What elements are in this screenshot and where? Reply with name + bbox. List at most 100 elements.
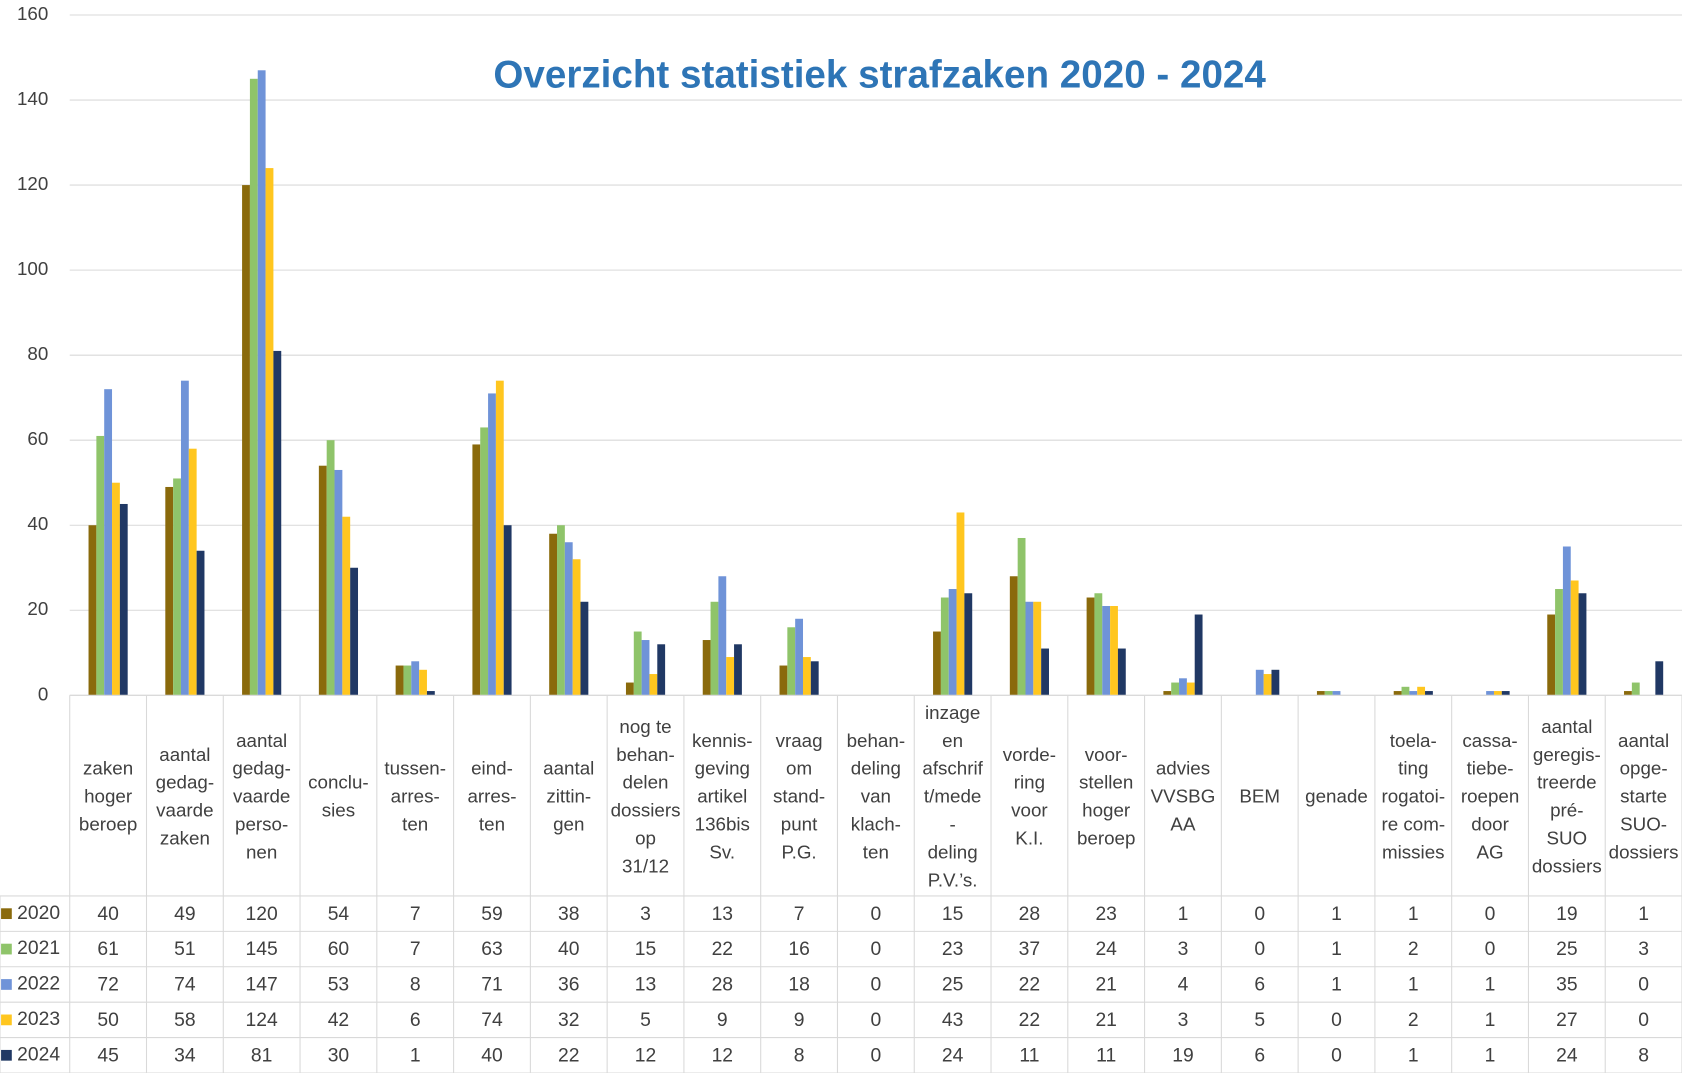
bar (1393, 691, 1402, 696)
category-cell: toela- ting rogatoi- re com- missies (1381, 729, 1445, 862)
table-value: 59 (481, 904, 502, 925)
legend-key (1, 908, 12, 920)
bar (419, 669, 427, 696)
bar (196, 550, 205, 696)
table-value: 0 (870, 1045, 881, 1066)
table-value: 63 (481, 939, 502, 960)
bar (948, 589, 957, 696)
table-value: 34 (174, 1045, 196, 1066)
bar (112, 482, 120, 696)
table-value: 3 (1638, 939, 1649, 960)
table-value: 8 (794, 1045, 805, 1066)
bar (1501, 691, 1510, 696)
x-tick-label: kennis- geving artikel 136bis Sv. (692, 729, 753, 863)
table-value: 49 (174, 904, 195, 925)
bar (503, 525, 512, 696)
category-cell: behan- deling van klach- ten (847, 729, 905, 862)
table-value: 19 (1556, 904, 1577, 925)
bar (1263, 674, 1272, 696)
category-cell: nog te behan- delen dossiers op 31/12 (611, 715, 681, 876)
bar (734, 644, 742, 696)
x-tick-label: aantal opge- starte SUO- dossiers (1608, 729, 1679, 863)
bar (1493, 691, 1502, 696)
x-tick-label: aantal zittin- gen (543, 757, 595, 835)
chart-title: Overzicht statistiek strafzaken 2020 - 2… (493, 53, 1266, 96)
table-value: 8 (410, 975, 421, 996)
table-value: 1 (1485, 1045, 1496, 1066)
bar (1102, 606, 1111, 696)
table-value: 1 (1408, 904, 1419, 925)
table-value: 0 (1331, 1045, 1342, 1066)
bar (265, 168, 274, 696)
table-value: 0 (1254, 904, 1265, 925)
bar (395, 665, 404, 696)
y-tick-label: 80 (27, 343, 48, 364)
bar (726, 657, 735, 696)
table-value: 1 (1638, 904, 1649, 925)
table-value: 2 (1408, 939, 1419, 960)
table-value: 25 (1556, 939, 1577, 960)
table-value: 9 (794, 1010, 805, 1031)
bar (403, 665, 412, 696)
category-cell: eind- arres- ten (467, 757, 516, 834)
table-value: 0 (1638, 975, 1649, 996)
category-cell: zaken hoger beroep (79, 757, 137, 834)
x-tick-label: inzage en afschrif t/mede - deling P.V.’… (922, 701, 983, 891)
table-value: 81 (251, 1045, 272, 1066)
category-cell: aantal gedag- vaarde zaken (156, 743, 214, 848)
bar (318, 465, 327, 696)
bar (641, 640, 650, 696)
table-value: 15 (635, 939, 656, 960)
table-value: 0 (1485, 904, 1496, 925)
table-value: 58 (174, 1010, 195, 1031)
table-value: 35 (1556, 975, 1577, 996)
table-value: 12 (712, 1045, 733, 1066)
table-value: 7 (410, 904, 421, 925)
bar (1271, 669, 1280, 696)
bar (1086, 597, 1095, 696)
table-value: 19 (1172, 1045, 1193, 1066)
category-cell: conclu- sies (308, 771, 369, 820)
legend-key (1, 979, 12, 990)
table-value: 21 (1095, 1010, 1116, 1031)
bar (1171, 682, 1180, 696)
category-cell: genade (1305, 785, 1368, 806)
table-value: 22 (1019, 1010, 1040, 1031)
table-value: 36 (558, 975, 579, 996)
bar (1094, 593, 1103, 696)
table-value: 8 (1638, 1045, 1649, 1066)
legend-label: 2022 (17, 974, 60, 995)
table-value: 1 (1178, 904, 1189, 925)
bar (1017, 537, 1026, 696)
table-value: 61 (97, 939, 118, 960)
x-tick-label: BEM (1239, 784, 1281, 807)
table-value: 22 (712, 939, 733, 960)
bar (1163, 691, 1172, 696)
table-value: 1 (1485, 1010, 1496, 1031)
x-tick-label: vraag om stand- punt P.G. (772, 729, 826, 863)
category-cell: aantal opge- starte SUO- dossiers (1608, 729, 1679, 863)
bar (1624, 691, 1632, 696)
bar (657, 644, 666, 696)
table-value: 1 (1331, 975, 1342, 996)
category-cell: aantal zittin- gen (543, 757, 595, 835)
legend-key (1, 1049, 12, 1061)
category-cell: cassa- tiebe- roepen door AG (1460, 729, 1520, 863)
bar (1179, 678, 1187, 696)
table-value: 5 (640, 1010, 651, 1031)
bar (1033, 601, 1042, 696)
legend-label: 2020 (17, 903, 60, 924)
y-tick-label: 60 (27, 428, 48, 449)
x-tick-label: cassa- tiebe- roepen door AG (1460, 729, 1520, 863)
bar (350, 567, 359, 696)
legend-label: 2023 (17, 1009, 60, 1030)
bar (1255, 669, 1264, 696)
bar (326, 440, 335, 696)
bar (104, 389, 113, 696)
table-value: 23 (942, 939, 963, 960)
table-value: 18 (788, 975, 809, 996)
table-value: 5 (1254, 1010, 1265, 1031)
y-tick-label: 0 (38, 683, 48, 704)
table-value: 6 (1254, 975, 1265, 996)
